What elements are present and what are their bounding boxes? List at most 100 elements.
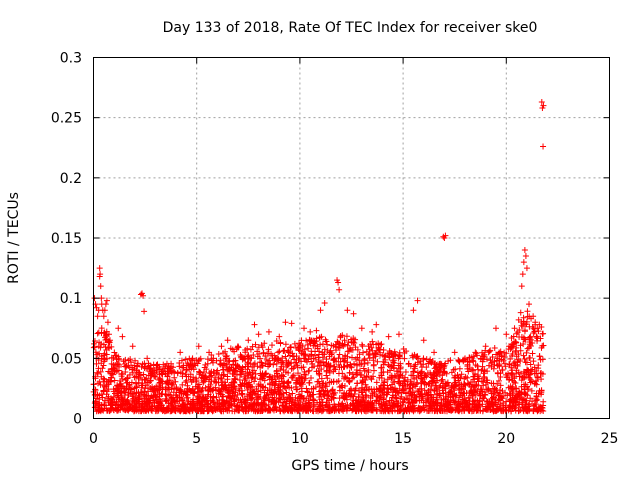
data-point <box>433 361 440 368</box>
data-point <box>99 365 106 372</box>
data-point <box>257 359 264 366</box>
data-point <box>120 358 127 365</box>
data-point <box>153 405 160 412</box>
data-point <box>455 377 462 384</box>
data-point <box>298 385 305 392</box>
data-point <box>344 307 351 314</box>
data-point <box>431 349 438 356</box>
data-point <box>374 393 381 400</box>
data-point <box>496 390 503 397</box>
data-point <box>538 99 545 106</box>
x-tick-label: 0 <box>89 431 98 447</box>
data-point <box>273 337 280 344</box>
data-point <box>301 368 308 375</box>
data-point <box>428 394 435 401</box>
data-point <box>230 386 237 393</box>
data-point <box>335 279 342 286</box>
data-point <box>514 359 521 366</box>
data-point <box>237 371 244 378</box>
data-point <box>95 407 102 414</box>
data-point <box>456 394 463 401</box>
data-point <box>289 373 296 380</box>
data-point <box>428 382 435 389</box>
data-point <box>369 328 376 335</box>
data-point <box>360 365 367 372</box>
data-point <box>471 376 478 383</box>
data-point <box>282 319 289 326</box>
data-point <box>518 399 525 406</box>
data-point <box>445 382 452 389</box>
data-point <box>224 376 231 383</box>
data-point <box>509 350 516 357</box>
data-point <box>444 379 451 386</box>
data-point <box>132 357 139 364</box>
data-point <box>530 358 537 365</box>
data-point <box>358 360 365 367</box>
data-point <box>335 407 342 414</box>
data-point <box>247 354 254 361</box>
data-point <box>235 385 242 392</box>
data-point <box>371 391 378 398</box>
data-point <box>535 362 542 369</box>
data-point <box>161 408 168 415</box>
data-point <box>162 363 169 370</box>
data-point <box>358 389 365 396</box>
data-point <box>393 398 400 405</box>
data-point <box>440 396 447 403</box>
data-point <box>368 407 375 414</box>
data-point <box>147 378 154 385</box>
data-point <box>266 357 273 364</box>
data-point <box>123 363 130 370</box>
data-point <box>172 398 179 405</box>
data-point <box>184 385 191 392</box>
data-point <box>273 367 280 374</box>
data-point <box>441 403 448 410</box>
data-point <box>427 386 434 393</box>
data-point <box>241 383 248 390</box>
data-point <box>213 394 220 401</box>
data-point <box>414 297 421 304</box>
data-point <box>386 347 393 354</box>
data-point <box>526 301 533 308</box>
data-point <box>477 392 484 399</box>
data-point <box>127 356 134 363</box>
data-point <box>178 357 185 364</box>
data-point <box>162 391 169 398</box>
data-point <box>247 389 254 396</box>
data-point <box>450 366 457 373</box>
data-point <box>302 371 309 378</box>
data-point <box>321 299 328 306</box>
data-point <box>108 343 115 350</box>
data-point <box>154 361 161 368</box>
data-point <box>279 359 286 366</box>
data-point <box>245 337 252 344</box>
data-point <box>513 353 520 360</box>
data-point <box>532 319 539 326</box>
data-point <box>374 358 381 365</box>
data-point <box>385 385 392 392</box>
data-point <box>396 353 403 360</box>
data-point <box>184 401 191 408</box>
data-point <box>265 328 272 335</box>
data-point <box>116 396 123 403</box>
data-point <box>354 371 361 378</box>
data-point <box>222 379 229 386</box>
data-point <box>349 354 356 361</box>
data-point <box>495 377 502 384</box>
data-point <box>421 406 428 413</box>
data-point <box>247 346 254 353</box>
data-point <box>423 364 430 371</box>
data-point <box>530 408 537 415</box>
data-point <box>431 387 438 394</box>
data-point <box>262 370 269 377</box>
data-point <box>345 339 352 346</box>
data-point <box>534 325 541 332</box>
data-point <box>379 405 386 412</box>
data-point <box>231 398 238 405</box>
data-point <box>375 340 382 347</box>
data-point <box>366 355 373 362</box>
data-point <box>480 407 487 414</box>
data-point <box>410 307 417 314</box>
data-point <box>521 390 528 397</box>
data-point <box>535 328 542 335</box>
